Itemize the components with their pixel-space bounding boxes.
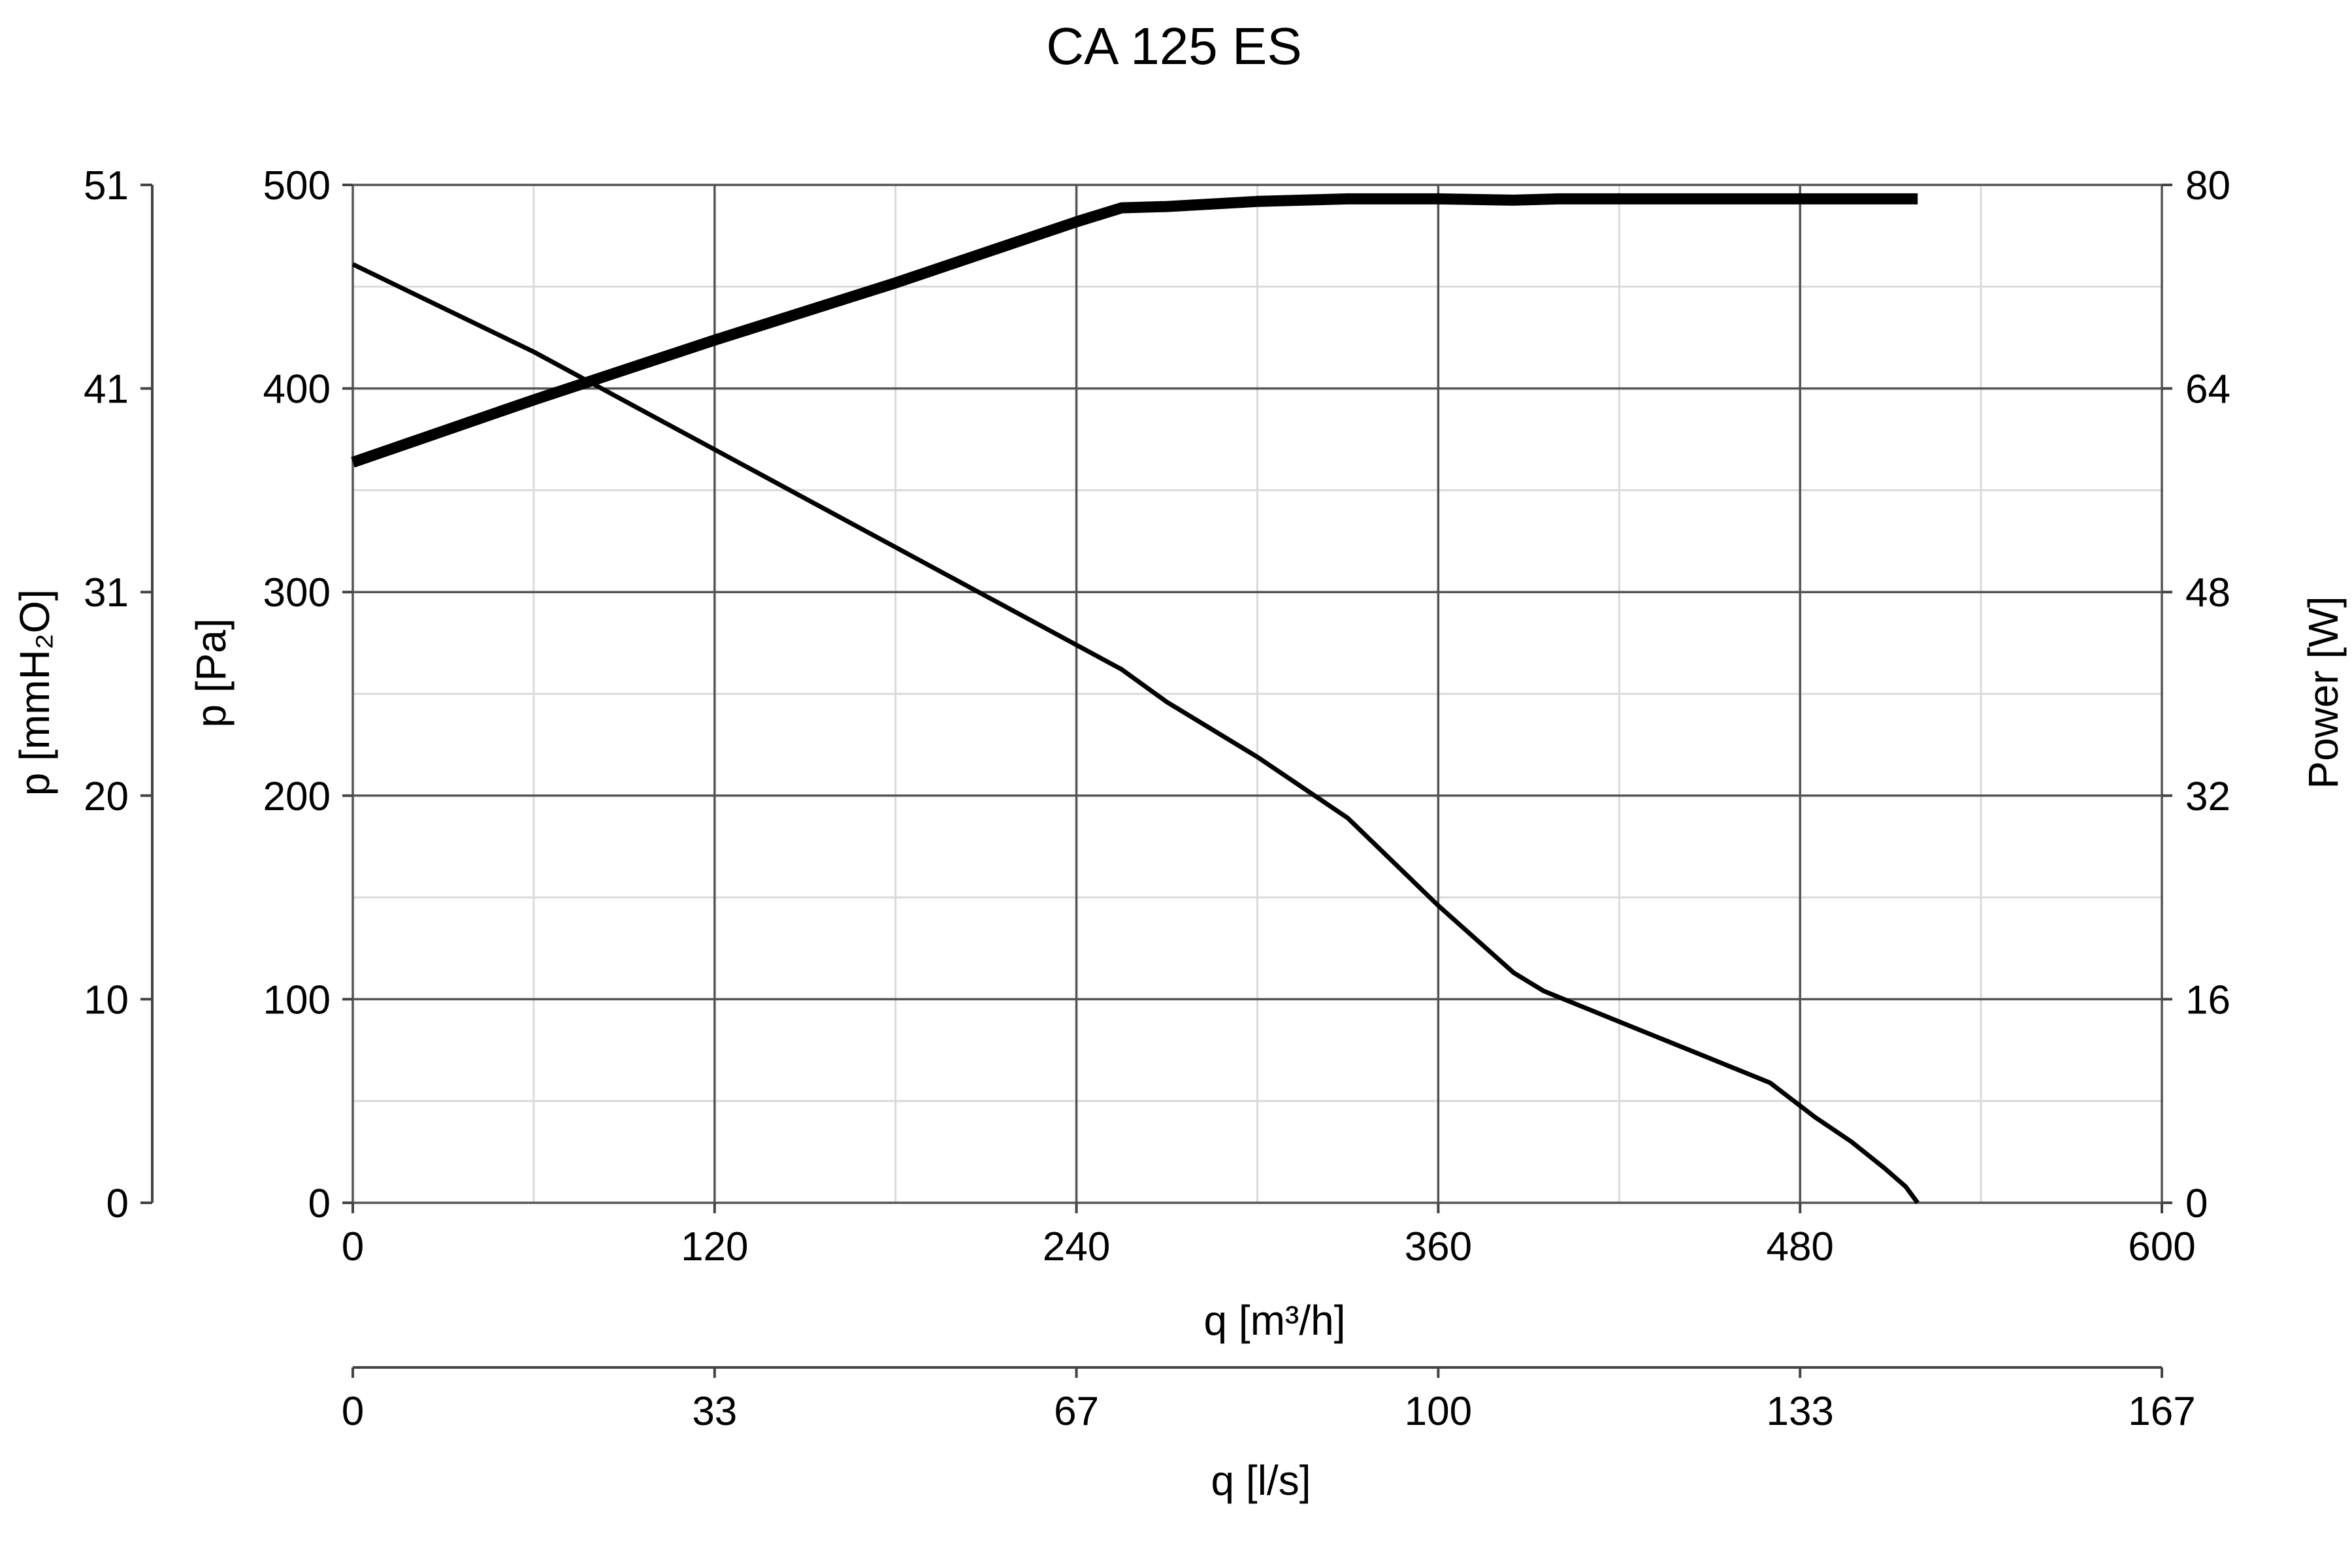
series-group (351, 193, 1920, 1205)
plot-frame (351, 184, 2163, 1204)
y-tick-label-mmh2o: 20 (84, 774, 129, 819)
x-tick-label-ls: 167 (2128, 1389, 2195, 1434)
x-tick-label-ls: 133 (1766, 1389, 1833, 1434)
x-tick-label-m3h: 360 (1405, 1224, 1472, 1269)
y-tick-label-mmh2o: 51 (84, 163, 129, 208)
y-tick-label-pa: 0 (308, 1181, 331, 1226)
x-axis-label-m3h: q [m³/h] (1204, 1297, 1346, 1344)
y-tick-label-pa: 200 (263, 774, 331, 819)
x-tick-label-m3h: 120 (681, 1224, 748, 1269)
y-tick-label-pa: 500 (263, 163, 331, 208)
x-tick-label-ls: 100 (1405, 1389, 1472, 1434)
y-tick-label-mmh2o: 10 (84, 977, 129, 1022)
y-axis-label-mmh2o: p [mmH₂O] (11, 589, 58, 796)
y-tick-label-pa: 400 (263, 367, 331, 412)
y-tick-label-power: 64 (2185, 367, 2230, 412)
y-tick-label-pa: 300 (263, 570, 331, 615)
y-tick-label-power: 32 (2185, 774, 2230, 819)
y-tick-label-power: 0 (2185, 1181, 2208, 1226)
y-tick-label-mmh2o: 0 (106, 1181, 129, 1226)
x-tick-label-ls: 67 (1054, 1389, 1099, 1434)
power-curve (351, 193, 1918, 468)
x-tick-label-m3h: 480 (1766, 1224, 1833, 1269)
axes (140, 184, 2172, 1378)
pressure-curve (351, 262, 1920, 1205)
x-axis-label-ls: q [l/s] (1211, 1457, 1311, 1504)
y-axis-label-power: Power [W] (2300, 596, 2347, 789)
x-tick-label-m3h: 600 (2128, 1224, 2195, 1269)
y-tick-label-mmh2o: 31 (84, 570, 129, 615)
y-tick-label-power: 16 (2185, 977, 2230, 1022)
y-tick-label-mmh2o: 41 (84, 367, 129, 412)
chart-title: CA 125 ES (1046, 17, 1301, 75)
y-tick-label-power: 48 (2185, 570, 2230, 615)
minor-gridlines (353, 185, 2162, 1203)
x-tick-label-ls: 0 (342, 1389, 364, 1434)
x-tick-label-ls: 33 (692, 1389, 737, 1434)
y-tick-label-power: 80 (2185, 163, 2230, 208)
x-tick-label-m3h: 0 (342, 1224, 364, 1269)
y-axis-label-pa: p [Pa] (188, 618, 235, 727)
y-tick-label-pa: 100 (263, 977, 331, 1022)
x-tick-label-m3h: 240 (1043, 1224, 1110, 1269)
major-gridlines (353, 185, 2162, 1203)
